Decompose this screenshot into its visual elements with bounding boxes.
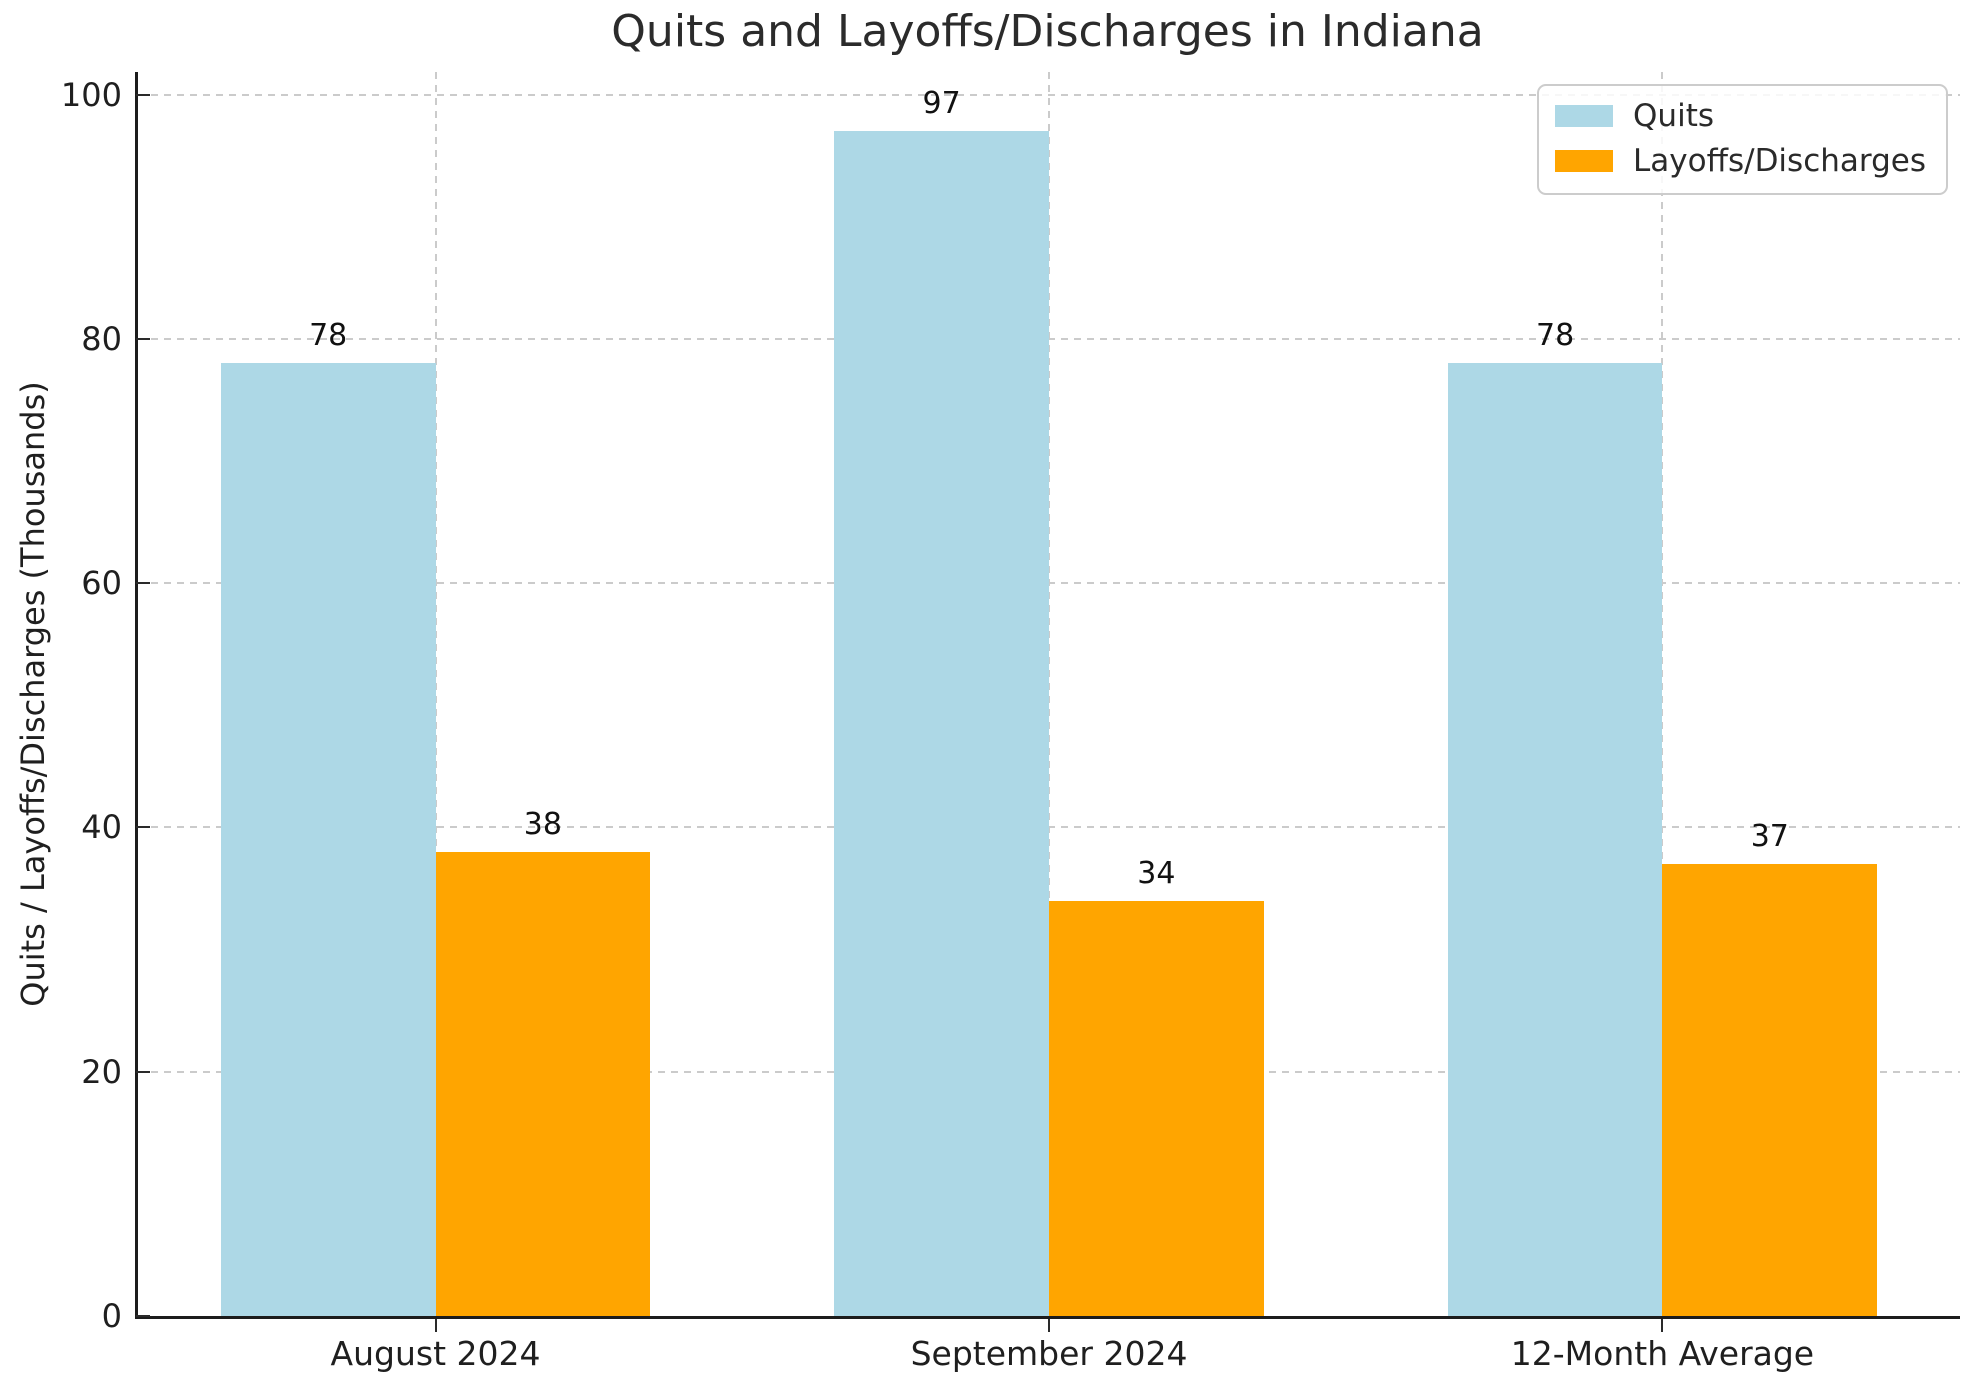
y-tick-mark: [136, 93, 150, 96]
y-tick-label: 100: [60, 75, 122, 114]
legend-entry: Quits: [1555, 98, 1926, 134]
y-tick-label: 40: [81, 808, 122, 847]
y-tick-mark: [136, 1315, 150, 1317]
bar-layoffs-discharges: [435, 851, 651, 1316]
legend-swatch: [1555, 150, 1614, 172]
chart-title: Quits and Layoffs/Discharges in Indiana: [611, 6, 1484, 57]
x-tick-mark: [1661, 1319, 1664, 1332]
bar-value-label: 38: [523, 806, 562, 842]
y-tick-label: 60: [81, 564, 122, 603]
bar-value-label: 78: [309, 318, 348, 354]
y-axis-label: Quits / Layoffs/Discharges (Thousands): [14, 381, 52, 1007]
x-tick-label: August 2024: [330, 1334, 541, 1373]
legend-entry: Layoffs/Discharges: [1555, 143, 1926, 179]
x-tick-mark: [434, 1319, 437, 1332]
y-tick-mark: [136, 1070, 150, 1073]
y-tick-label: 80: [81, 319, 122, 358]
legend-swatch: [1555, 105, 1614, 127]
legend-label: Quits: [1633, 98, 1714, 134]
bar-value-label: 37: [1750, 819, 1789, 855]
vertical-gridline: [434, 72, 437, 1316]
y-tick-label: 0: [101, 1297, 122, 1335]
legend: Quits Layoffs/Discharges: [1537, 84, 1948, 195]
plot-area: 78 97 78 38 34 37 0 20 40 60 80 100 August 2024 Sep…: [61, 72, 1960, 1373]
bar-value-label: 78: [1536, 318, 1575, 354]
y-tick-mark: [136, 582, 150, 585]
bar-quits: [834, 131, 1049, 1316]
bar-layoffs-discharges: [1662, 864, 1878, 1316]
y-tick-label: 20: [81, 1052, 122, 1091]
x-tick-label: September 2024: [910, 1334, 1188, 1373]
x-tick-mark: [1048, 1319, 1050, 1332]
legend-label: Layoffs/Discharges: [1633, 143, 1926, 179]
bar-layoffs-discharges: [1049, 900, 1264, 1316]
bar-quits: [220, 363, 436, 1316]
bar-quits: [1447, 363, 1663, 1316]
vertical-gridline: [1048, 72, 1050, 1316]
y-tick-mark: [136, 826, 150, 829]
x-tick-label: 12-Month Average: [1510, 1334, 1815, 1373]
bar-value-label: 34: [1137, 855, 1176, 891]
bar-value-label: 97: [922, 86, 961, 122]
y-tick-mark: [136, 337, 150, 340]
vertical-gridline: [1661, 72, 1664, 1316]
